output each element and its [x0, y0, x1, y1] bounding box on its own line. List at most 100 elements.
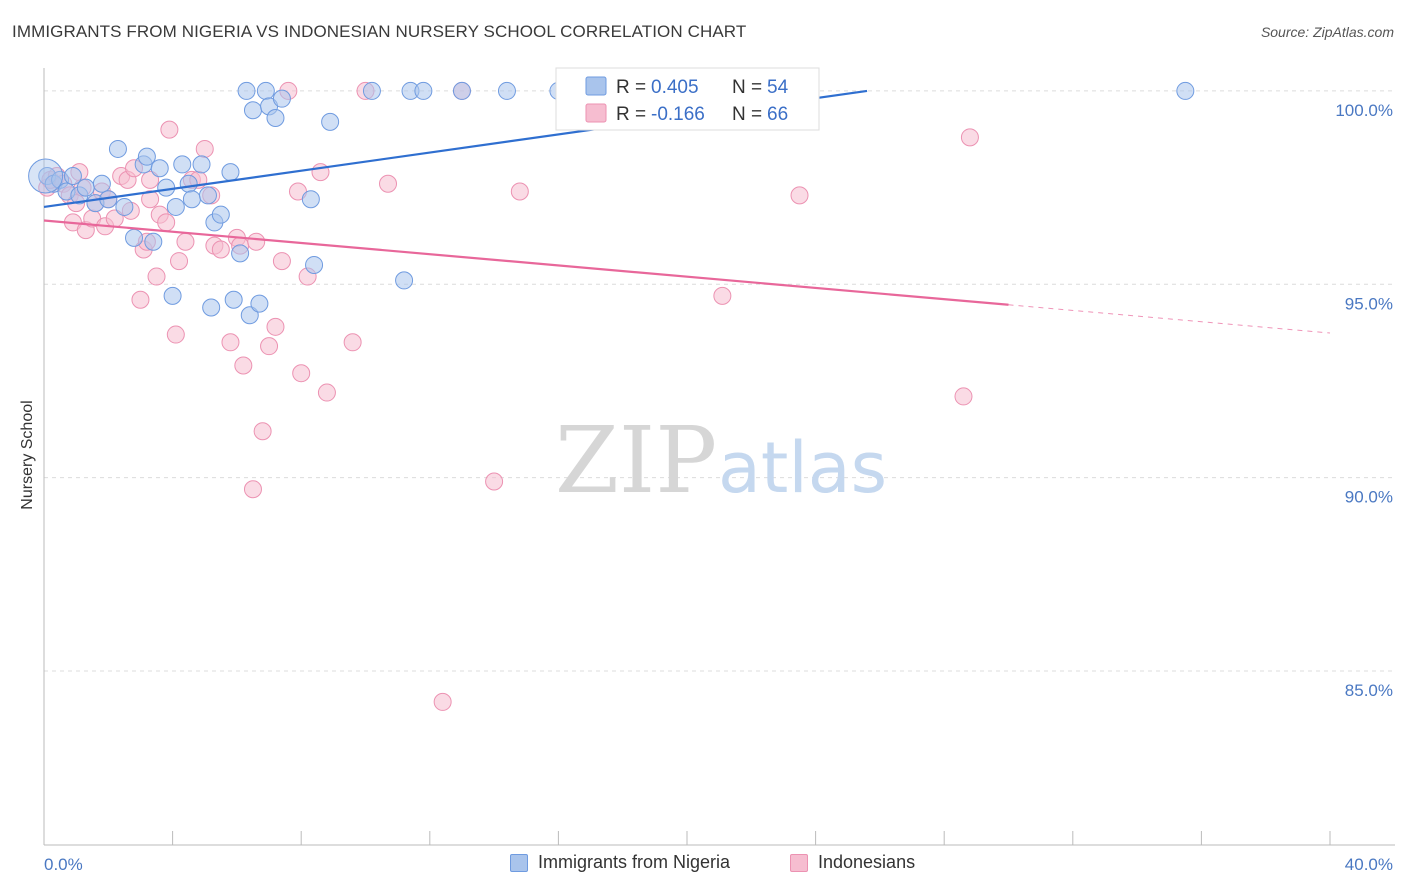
y-tick-label: 95.0%	[1345, 294, 1393, 313]
indonesians-point	[343, 333, 362, 352]
indonesians-point	[510, 182, 529, 201]
nigeria-point	[137, 147, 156, 166]
indonesians-point	[221, 333, 240, 352]
indonesians-point	[160, 120, 179, 139]
x-tick-labels: 0.0% 40.0%	[44, 855, 1393, 874]
x-tick-label-min: 0.0%	[44, 855, 83, 874]
nigeria-point	[125, 228, 144, 247]
nigeria-point	[266, 109, 285, 128]
nigeria-points	[28, 81, 1195, 325]
watermark-zip: ZIP	[555, 407, 717, 514]
nigeria-point	[179, 174, 198, 193]
indonesians-point	[433, 692, 452, 711]
nigeria-point	[362, 81, 381, 100]
nigeria-point	[497, 81, 516, 100]
axes	[43, 68, 1395, 846]
nigeria-cluster-point	[28, 158, 64, 194]
legend-item-nigeria[interactable]: Immigrants from Nigeria	[510, 852, 730, 873]
legend-label-indonesians: Indonesians	[818, 852, 916, 872]
legend-n-value-blue: 54	[767, 77, 789, 98]
y-tick-label: 100.0%	[1335, 101, 1393, 120]
legend-n-value-pink: 66	[767, 104, 788, 125]
indonesians-point	[211, 240, 230, 259]
nigeria-point	[92, 174, 111, 193]
nigeria-point	[237, 81, 256, 100]
indonesians-point	[176, 232, 195, 251]
nigeria-point	[452, 81, 471, 100]
indonesians-trend-extension	[1008, 304, 1331, 334]
indonesians-trend-line	[43, 219, 1009, 306]
indonesians-point	[243, 480, 262, 499]
legend-r-label-pink: R =	[616, 104, 646, 125]
nigeria-point	[150, 159, 169, 178]
legend-swatch-indonesians	[790, 853, 808, 872]
indonesians-point	[266, 317, 285, 336]
indonesians-point	[141, 170, 160, 189]
legend-r-value-pink: -0.166	[651, 104, 705, 125]
legend-r-value-blue: 0.405	[651, 77, 699, 98]
indonesians-point	[790, 186, 809, 205]
x-tick-label-max: 40.0%	[1345, 855, 1393, 874]
nigeria-point	[108, 139, 127, 158]
nigeria-point	[192, 155, 211, 174]
nigeria-point	[221, 163, 240, 182]
indonesians-point	[170, 252, 189, 271]
nigeria-point	[414, 81, 433, 100]
indonesians-point	[713, 286, 732, 305]
indonesians-point	[166, 325, 185, 344]
indonesians-point	[234, 356, 253, 375]
legend-item-indonesians[interactable]: Indonesians	[790, 852, 915, 873]
nigeria-point	[63, 167, 82, 186]
indonesians-point	[292, 364, 311, 383]
nigeria-point	[202, 298, 221, 317]
indonesians-point	[157, 213, 176, 232]
legend-n-label-pink: N =	[732, 104, 762, 125]
nigeria-point	[272, 89, 291, 108]
stats-legend: R = 0.405 N = 54 R = -0.166 N = 66	[555, 67, 820, 131]
indonesians-point	[147, 267, 166, 286]
legend-r-label-blue: R =	[616, 77, 646, 98]
indonesians-point	[485, 472, 504, 491]
nigeria-point	[157, 178, 176, 197]
y-tick-labels: 85.0% 90.0% 95.0% 100.0%	[1335, 101, 1393, 700]
nigeria-point	[115, 197, 134, 216]
indonesians-point	[131, 290, 150, 309]
nigeria-point	[321, 112, 340, 131]
indonesians-point	[141, 190, 160, 209]
nigeria-point	[231, 244, 250, 263]
legend-swatch-nigeria	[510, 853, 528, 872]
nigeria-point	[76, 178, 95, 197]
nigeria-point	[182, 190, 201, 209]
indonesians-point	[247, 232, 266, 251]
nigeria-point	[198, 186, 217, 205]
y-tick-label: 85.0%	[1345, 681, 1393, 700]
indonesians-point	[954, 387, 973, 406]
indonesians-point	[379, 174, 398, 193]
bottom-legend: Immigrants from Nigeria Indonesians	[0, 852, 1406, 878]
nigeria-point	[256, 81, 275, 100]
nigeria-point	[211, 205, 230, 224]
legend-swatch-blue	[585, 76, 607, 96]
source-label: Source: ZipAtlas.com	[1260, 24, 1394, 40]
indonesians-points	[38, 81, 979, 711]
nigeria-point	[144, 232, 163, 251]
watermark: ZIP atlas	[555, 407, 887, 514]
nigeria-point	[163, 286, 182, 305]
legend-n-label-blue: N =	[732, 77, 762, 98]
nigeria-point	[305, 255, 324, 274]
indonesians-point	[260, 337, 279, 356]
y-tick-label: 90.0%	[1345, 488, 1393, 507]
chart-title: IMMIGRANTS FROM NIGERIA VS INDONESIAN NU…	[12, 22, 747, 41]
watermark-atlas: atlas	[718, 427, 887, 509]
legend-swatch-pink	[585, 103, 607, 123]
nigeria-point	[240, 306, 259, 325]
nigeria-point	[173, 155, 192, 174]
nigeria-point	[301, 190, 320, 209]
nigeria-point	[224, 290, 243, 309]
nigeria-point	[250, 294, 269, 313]
indonesians-point	[253, 422, 272, 441]
legend-label-nigeria: Immigrants from Nigeria	[538, 852, 731, 872]
nigeria-point	[1176, 81, 1195, 100]
nigeria-point	[243, 101, 262, 120]
